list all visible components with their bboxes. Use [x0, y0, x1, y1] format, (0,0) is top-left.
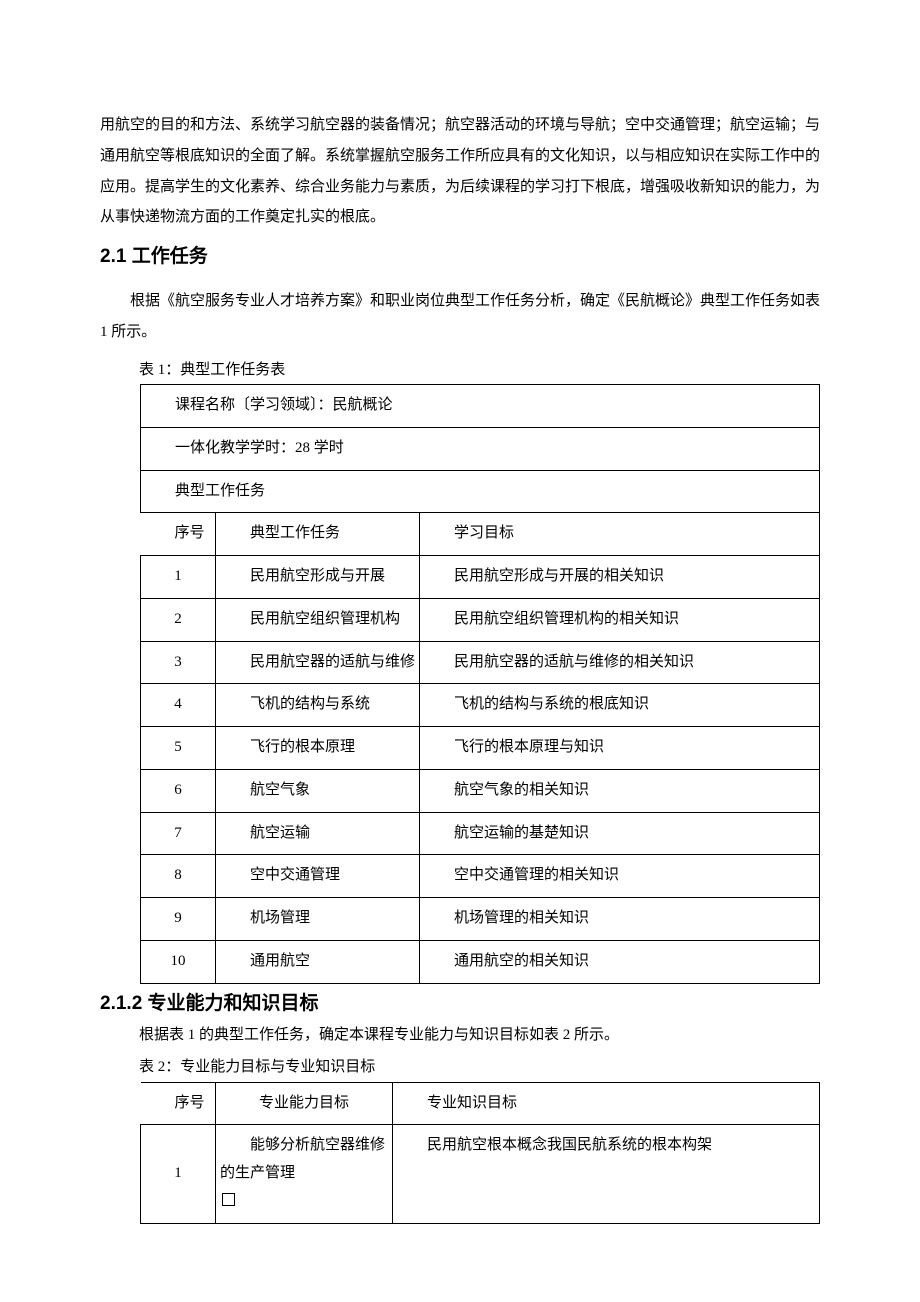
- t1-num: 9: [141, 898, 216, 941]
- t2-header-row: 序号 专业能力目标 专业知识目标: [141, 1082, 820, 1125]
- t1-h-num: 序号: [141, 513, 216, 556]
- t2-num: 1: [141, 1125, 216, 1223]
- intro-paragraph: 用航空的目的和方法、系统学习航空器的装备情况；航空器活动的环境与导航；空中交通管…: [100, 110, 820, 233]
- t1-num: 7: [141, 812, 216, 855]
- t1-row-hours: 一体化教学学时：28 学时: [141, 427, 820, 470]
- t1-task: 航空气象: [216, 769, 420, 812]
- t1-goal: 飞行的根本原理与知识: [420, 727, 820, 770]
- t1-goal: 航空运输的基楚知识: [420, 812, 820, 855]
- table-2: 序号 专业能力目标 专业知识目标 1 能够分析航空器维修的生产管理 民用航空根本…: [140, 1082, 820, 1224]
- t1-row-course: 课程名称〔学习领域〕：民航概论: [141, 385, 820, 428]
- heading-2-1: 2.1 工作任务: [100, 241, 820, 268]
- table-1: 课程名称〔学习领域〕：民航概论 一体化教学学时：28 学时 典型工作任务 序号 …: [140, 384, 820, 984]
- t1-task: 民用航空器的适航与维修: [216, 641, 420, 684]
- t1-goal: 空中交通管理的相关知识: [420, 855, 820, 898]
- table-row: 1 能够分析航空器维修的生产管理 民用航空根本概念我国民航系统的根本构架: [141, 1125, 820, 1223]
- table-row: 5 飞行的根本原理 飞行的根本原理与知识: [141, 727, 820, 770]
- t1-task: 飞行的根本原理: [216, 727, 420, 770]
- checkbox-icon: [222, 1193, 235, 1206]
- t1-goal: 民用航空形成与开展的相关知识: [420, 556, 820, 599]
- t1-goal: 民用航空组织管理机构的相关知识: [420, 598, 820, 641]
- table-1-caption: 表 1：典型工作任务表: [100, 356, 820, 385]
- t1-course-name: 课程名称〔学习领域〕：民航概论: [145, 392, 815, 420]
- t1-task: 民用航空形成与开展: [216, 556, 420, 599]
- t1-section-title: 典型工作任务: [145, 478, 815, 506]
- t1-task: 通用航空: [216, 940, 420, 983]
- t1-goal: 机场管理的相关知识: [420, 898, 820, 941]
- t1-task: 飞机的结构与系统: [216, 684, 420, 727]
- t1-goal: 通用航空的相关知识: [420, 940, 820, 983]
- heading-2-1-2: 2.1.2 专业能力和知识目标: [100, 988, 820, 1015]
- paragraph-2-1-2: 根据表 1 的典型工作任务，确定本课程专业能力与知识目标如表 2 所示。: [100, 1021, 820, 1050]
- t1-row-section: 典型工作任务: [141, 470, 820, 513]
- table-row: 6 航空气象 航空气象的相关知识: [141, 769, 820, 812]
- t1-task: 民用航空组织管理机构: [216, 598, 420, 641]
- t1-goal: 飞机的结构与系统的根底知识: [420, 684, 820, 727]
- t1-num: 3: [141, 641, 216, 684]
- t1-task: 空中交通管理: [216, 855, 420, 898]
- t1-num: 10: [141, 940, 216, 983]
- table-2-caption: 表 2：专业能力目标与专业知识目标: [100, 1053, 820, 1082]
- t1-task: 机场管理: [216, 898, 420, 941]
- table-row: 3 民用航空器的适航与维修 民用航空器的适航与维修的相关知识: [141, 641, 820, 684]
- t1-num: 6: [141, 769, 216, 812]
- document-page: 用航空的目的和方法、系统学习航空器的装备情况；航空器活动的环境与导航；空中交通管…: [0, 0, 920, 1302]
- t1-hours: 一体化教学学时：28 学时: [145, 435, 815, 463]
- t1-num: 4: [141, 684, 216, 727]
- t1-goal: 航空气象的相关知识: [420, 769, 820, 812]
- t1-h-goal: 学习目标: [420, 513, 820, 556]
- table-row: 7 航空运输 航空运输的基楚知识: [141, 812, 820, 855]
- table-row: 8 空中交通管理 空中交通管理的相关知识: [141, 855, 820, 898]
- t1-h-task: 典型工作任务: [216, 513, 420, 556]
- t1-header-row: 序号 典型工作任务 学习目标: [141, 513, 820, 556]
- t1-num: 5: [141, 727, 216, 770]
- t1-num: 8: [141, 855, 216, 898]
- table-row: 4 飞机的结构与系统 飞机的结构与系统的根底知识: [141, 684, 820, 727]
- paragraph-2-1: 根据《航空服务专业人才培养方案》和职业岗位典型工作任务分析，确定《民航概论》典型…: [100, 286, 820, 348]
- table-row: 9 机场管理 机场管理的相关知识: [141, 898, 820, 941]
- table-row: 1 民用航空形成与开展 民用航空形成与开展的相关知识: [141, 556, 820, 599]
- t2-ability: 能够分析航空器维修的生产管理: [216, 1125, 393, 1223]
- t1-task: 航空运输: [216, 812, 420, 855]
- t2-h-knowledge: 专业知识目标: [393, 1082, 820, 1125]
- t2-knowledge: 民用航空根本概念我国民航系统的根本构架: [393, 1125, 820, 1223]
- t1-num: 2: [141, 598, 216, 641]
- t1-num: 1: [141, 556, 216, 599]
- t2-h-ability: 专业能力目标: [216, 1082, 393, 1125]
- t2-h-num: 序号: [141, 1082, 216, 1125]
- table-row: 10 通用航空 通用航空的相关知识: [141, 940, 820, 983]
- table-row: 2 民用航空组织管理机构 民用航空组织管理机构的相关知识: [141, 598, 820, 641]
- t1-goal: 民用航空器的适航与维修的相关知识: [420, 641, 820, 684]
